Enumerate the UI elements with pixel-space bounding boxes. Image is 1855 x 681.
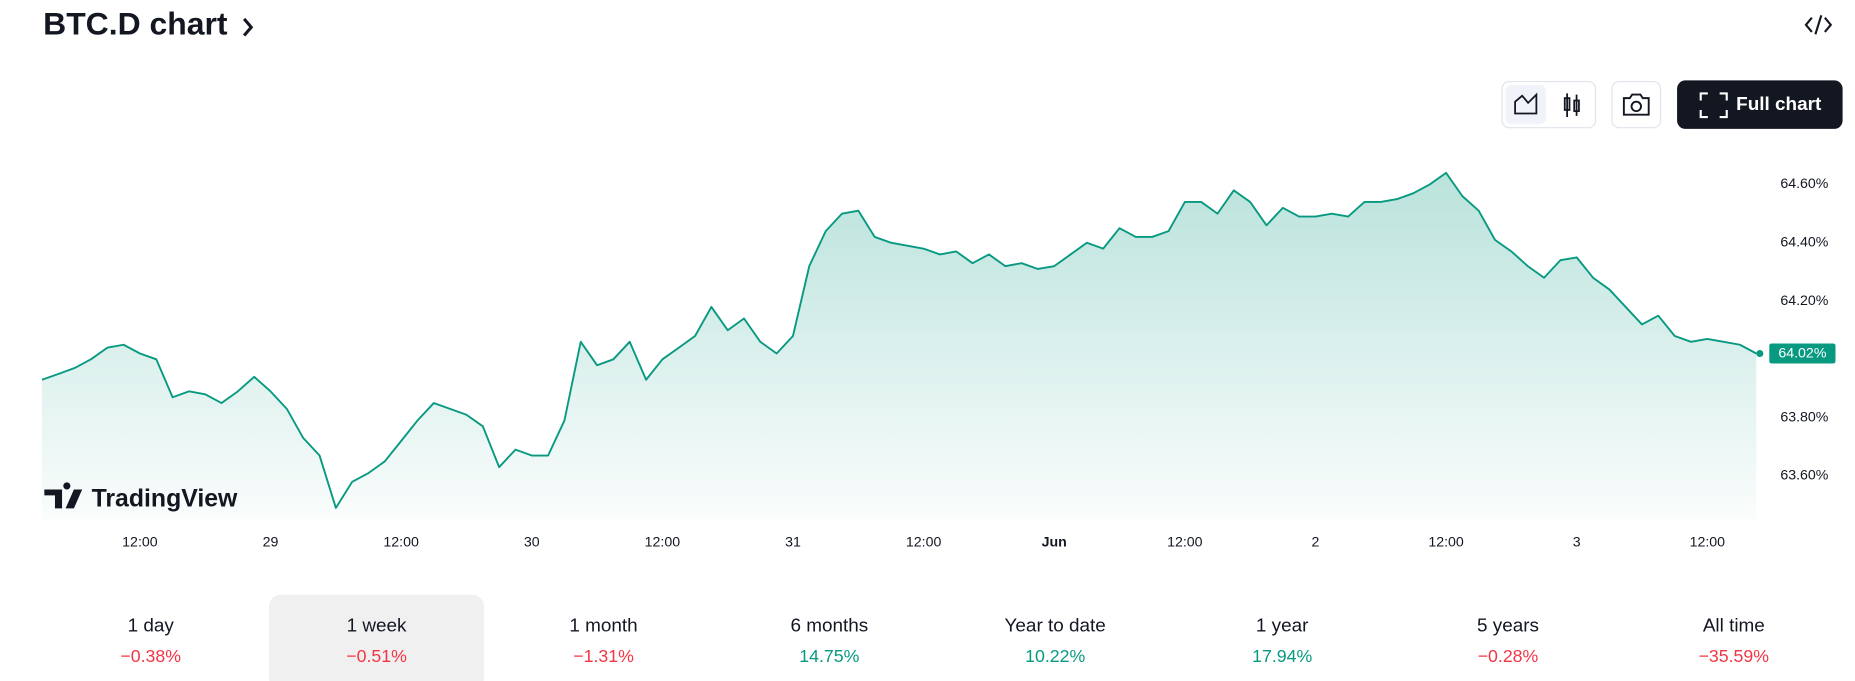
chart-style-group xyxy=(1501,80,1597,129)
period-change: 14.75% xyxy=(799,646,859,666)
x-tick-label: 12:00 xyxy=(122,534,158,550)
x-tick-label: 12:00 xyxy=(645,534,681,550)
period-change: −0.38% xyxy=(120,646,181,666)
tradingview-logo: TradingView xyxy=(44,482,238,513)
period-label: 1 day xyxy=(128,616,175,637)
period-label: 1 week xyxy=(347,616,407,637)
snapshot-button[interactable] xyxy=(1611,80,1662,129)
price-line xyxy=(41,171,1757,509)
period-tabs: 1 day −0.38% 1 week −0.51% 1 month −1.31% 6 mo… xyxy=(43,594,1841,681)
fullscreen-icon xyxy=(1699,92,1728,119)
y-tick-label: 63.60% xyxy=(1780,468,1828,484)
period-change: −0.51% xyxy=(346,646,407,666)
period-change: −1.31% xyxy=(573,646,634,666)
last-value-label: 64.02% xyxy=(1778,345,1826,361)
last-value-badge xyxy=(1769,343,1836,364)
x-tick-label: 12:00 xyxy=(1428,534,1464,550)
x-tick-label: 2 xyxy=(1312,534,1320,550)
price-area xyxy=(41,172,1757,520)
watermark-text: TradingView xyxy=(92,486,238,513)
period-tab[interactable] xyxy=(496,595,711,681)
price-chart: 63.60% 63.80% 64.20% 64.40% 64.60% 12:00 29 12:… xyxy=(41,171,1836,550)
x-tick-label: 30 xyxy=(524,534,540,550)
x-tick-label: 12:00 xyxy=(383,534,419,550)
camera-icon xyxy=(1622,93,1650,116)
x-tick-label: 31 xyxy=(785,534,801,550)
y-tick-label: 63.80% xyxy=(1780,409,1828,425)
full-chart-button[interactable] xyxy=(1677,80,1843,129)
period-change: −35.59% xyxy=(1699,646,1770,666)
period-tab[interactable] xyxy=(1400,595,1615,681)
period-change: 10.22% xyxy=(1025,646,1085,666)
y-tick-label: 64.20% xyxy=(1780,293,1828,309)
period-label: 1 year xyxy=(1256,616,1309,637)
x-tick-label: Jun xyxy=(1042,534,1067,550)
last-point xyxy=(1756,349,1764,358)
period-tab[interactable] xyxy=(948,595,1163,681)
period-tab[interactable] xyxy=(1626,595,1841,681)
x-tick-label: 12:00 xyxy=(1167,534,1203,550)
period-tab[interactable] xyxy=(1175,595,1390,681)
period-label: 5 years xyxy=(1477,616,1539,637)
candle-style-button[interactable] xyxy=(1563,93,1580,118)
full-chart-label: Full chart xyxy=(1736,94,1822,115)
area-icon xyxy=(1514,92,1538,115)
period-label: Year to date xyxy=(1005,616,1106,637)
y-tick-label: 64.40% xyxy=(1780,235,1828,251)
period-label: 6 months xyxy=(790,616,868,637)
embed-icon[interactable] xyxy=(1804,15,1833,35)
x-tick-label: 29 xyxy=(263,534,279,550)
period-tab[interactable] xyxy=(722,595,937,681)
period-tab-selected[interactable] xyxy=(268,594,485,681)
period-change: 17.94% xyxy=(1252,646,1312,666)
period-change: −0.28% xyxy=(1478,646,1539,666)
period-label: All time xyxy=(1703,616,1765,637)
x-tick-label: 12:00 xyxy=(1690,534,1726,550)
period-tab[interactable] xyxy=(43,595,258,681)
x-tick-label: 12:00 xyxy=(906,534,942,550)
page-title[interactable]: BTC.D chart xyxy=(43,5,228,41)
y-tick-label: 64.60% xyxy=(1780,176,1828,192)
area-style-button[interactable] xyxy=(1505,85,1546,125)
x-tick-label: 3 xyxy=(1573,534,1581,550)
title-chevron[interactable] xyxy=(242,17,254,37)
period-label: 1 month xyxy=(569,616,637,637)
